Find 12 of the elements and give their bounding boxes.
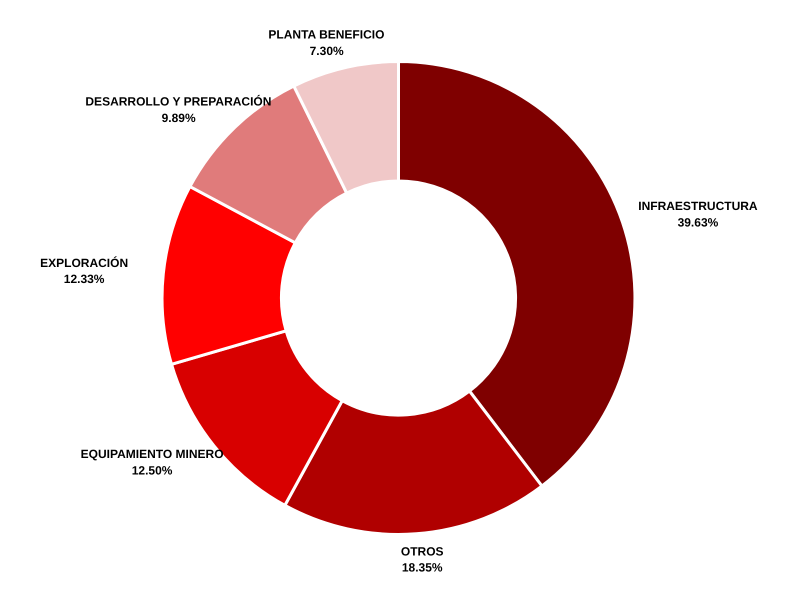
slice-label: PLANTA BENEFICIO (268, 27, 384, 42)
data-label: 9.89% (162, 110, 196, 125)
data-label: 39.63% (678, 215, 719, 230)
data-label: 12.33% (64, 272, 105, 286)
slice-label: EXPLORACIÓN (40, 256, 128, 270)
slice-label: OTROS (400, 544, 444, 558)
slice-label: EQUIPAMIENTO MINERO (80, 447, 224, 462)
slice-label: INFRAESTRUCTURA (638, 198, 758, 213)
data-label: 7.30% (310, 44, 344, 58)
data-label: 12.50% (132, 463, 173, 478)
slice-label: DESARROLLO Y PREPARACIÓN (85, 94, 272, 108)
data-label: 18.35% (402, 560, 443, 575)
